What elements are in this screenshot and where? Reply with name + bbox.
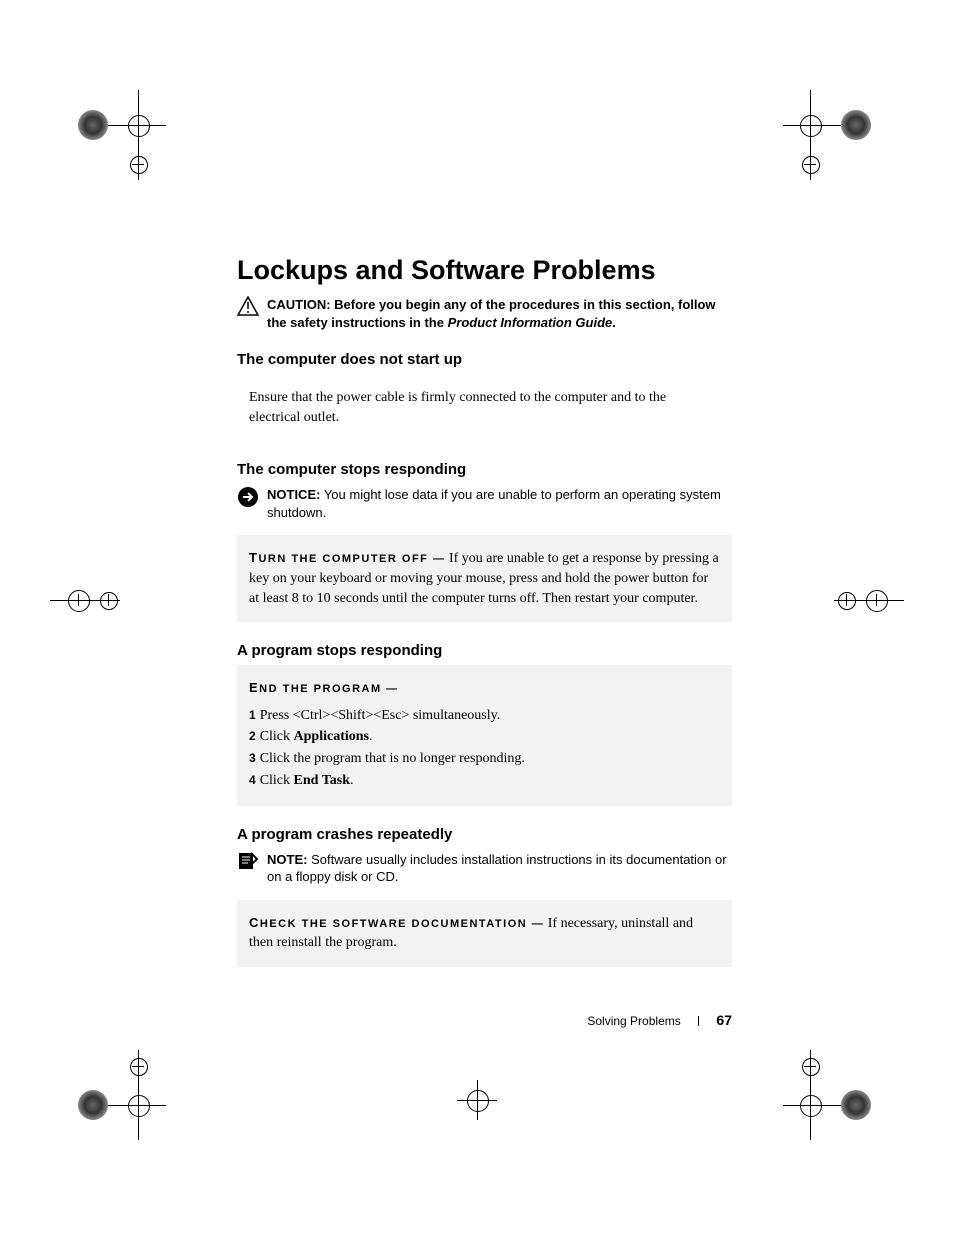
note-text: NOTE: Software usually includes installa…: [267, 851, 732, 886]
caution-text: CAUTION: Before you begin any of the pro…: [267, 296, 732, 331]
notice-text: NOTICE: You might lose data if you are u…: [267, 486, 732, 521]
caution-body-2: .: [612, 315, 616, 330]
reg-mark-bottom-right: [783, 1050, 873, 1140]
instr-lead-first-2: E: [249, 680, 259, 695]
heading-program-crashes: A program crashes repeatedly: [237, 826, 732, 843]
reg-mark-top-left: [78, 90, 168, 180]
footer-section: Solving Problems: [587, 1014, 680, 1028]
body-no-start: Ensure that the power cable is firmly co…: [237, 374, 732, 441]
notice-callout: NOTICE: You might lose data if you are u…: [237, 486, 732, 521]
step-1: 1Press <Ctrl><Shift><Esc> simultaneously…: [249, 705, 720, 727]
note-lead: NOTE:: [267, 852, 307, 867]
notice-lead: NOTICE:: [267, 487, 320, 502]
instr-end-program: END THE PROGRAM — 1Press <Ctrl><Shift><E…: [237, 665, 732, 805]
steps-list: 1Press <Ctrl><Shift><Esc> simultaneously…: [249, 705, 720, 792]
main-title: Lockups and Software Problems: [237, 255, 732, 286]
instr-lead-rest-3: HECK THE SOFTWARE DOCUMENTATION —: [260, 918, 544, 930]
reg-mark-top-right: [783, 90, 873, 180]
notice-icon: [237, 486, 259, 513]
footer-separator: [698, 1016, 699, 1026]
step-4: 4Click End Task.: [249, 770, 720, 792]
instr-lead-rest-2: ND THE PROGRAM —: [259, 683, 399, 695]
page-content: Lockups and Software Problems CAUTION: B…: [237, 255, 732, 977]
note-callout: NOTE: Software usually includes installa…: [237, 851, 732, 886]
note-body: Software usually includes installation i…: [267, 852, 727, 885]
caution-callout: CAUTION: Before you begin any of the pro…: [237, 296, 732, 331]
notice-body: You might lose data if you are unable to…: [267, 487, 721, 520]
reg-mark-bottom-center: [457, 1080, 497, 1120]
caution-lead: CAUTION:: [267, 297, 331, 312]
reg-mark-mid-right: [834, 570, 904, 630]
caution-icon: [237, 296, 259, 321]
instr-turn-off: TURN THE COMPUTER OFF — If you are unabl…: [237, 535, 732, 622]
step-2: 2Click Applications.: [249, 726, 720, 748]
heading-program-stops: A program stops responding: [237, 642, 732, 659]
instr-check-docs: CHECK THE SOFTWARE DOCUMENTATION — If ne…: [237, 900, 732, 967]
caution-guide: Product Information Guide: [448, 315, 613, 330]
heading-no-start: The computer does not start up: [237, 351, 732, 368]
step-3: 3Click the program that is no longer res…: [249, 748, 720, 770]
reg-mark-bottom-left: [78, 1050, 168, 1140]
instr-lead-first-3: C: [249, 915, 260, 930]
note-icon: [237, 851, 259, 876]
instr-lead-rest-1: URN THE COMPUTER OFF —: [258, 553, 445, 565]
reg-mark-mid-left: [50, 570, 120, 630]
page-footer: Solving Problems 67: [237, 1012, 732, 1028]
heading-stops-responding: The computer stops responding: [237, 461, 732, 478]
page-number: 67: [716, 1012, 732, 1028]
